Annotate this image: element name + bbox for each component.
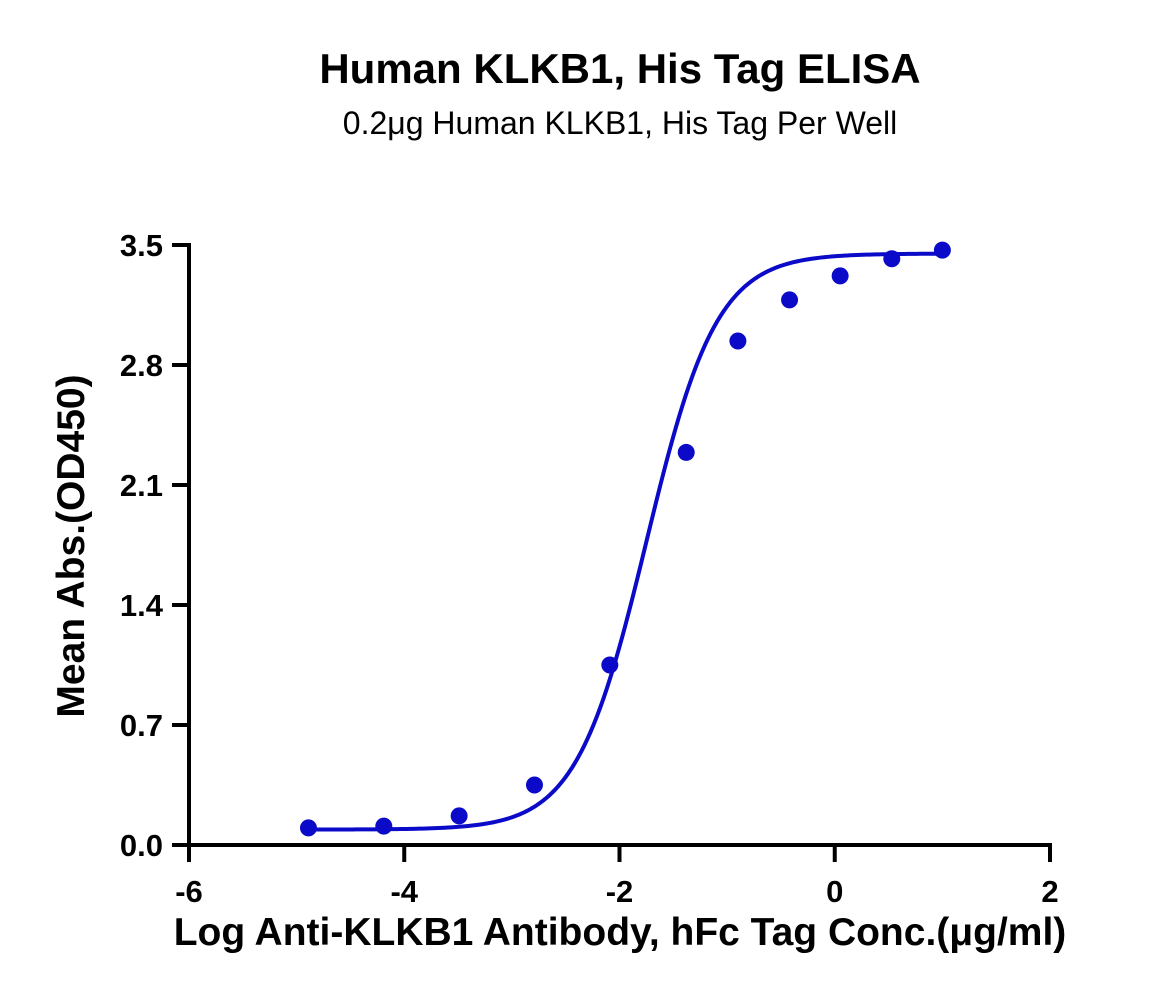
y-tick-label: 3.5: [120, 228, 163, 263]
data-point: [375, 817, 393, 835]
data-point: [601, 656, 619, 674]
y-tick-label: 0.0: [120, 828, 163, 863]
data-point: [299, 819, 317, 837]
x-tick-label: -6: [175, 874, 203, 909]
y-tick-label: 2.1: [120, 468, 163, 503]
y-tick-label: 1.4: [120, 588, 164, 623]
chart-subtitle: 0.2μg Human KLKB1, His Tag Per Well: [343, 105, 897, 141]
data-point: [729, 332, 747, 350]
data-point: [831, 267, 849, 285]
fit-curve: [306, 251, 945, 832]
chart-title: Human KLKB1, His Tag ELISA: [319, 45, 920, 92]
y-tick-label: 2.8: [120, 348, 163, 383]
data-point: [781, 291, 799, 309]
y-axis-ticks: 0.0 0.7 1.4 2.1 2.8 3.5: [120, 228, 189, 863]
data-point: [933, 241, 951, 259]
y-axis-label: Mean Abs.(OD450): [50, 374, 93, 717]
x-tick-label: 0: [826, 874, 843, 909]
data-point: [450, 807, 468, 825]
data-point: [883, 250, 901, 268]
y-tick-label: 0.7: [120, 708, 163, 743]
x-axis-ticks: -6 -4 -2 0 2: [175, 845, 1059, 909]
x-tick-label: -4: [390, 874, 418, 909]
x-axis-label: Log Anti-KLKB1 Antibody, hFc Tag Conc.(μ…: [174, 911, 1067, 954]
x-tick-label: 2: [1041, 874, 1058, 909]
data-point: [525, 776, 543, 794]
data-point: [677, 443, 695, 461]
plot-area: [299, 241, 951, 837]
x-tick-label: -2: [606, 874, 634, 909]
